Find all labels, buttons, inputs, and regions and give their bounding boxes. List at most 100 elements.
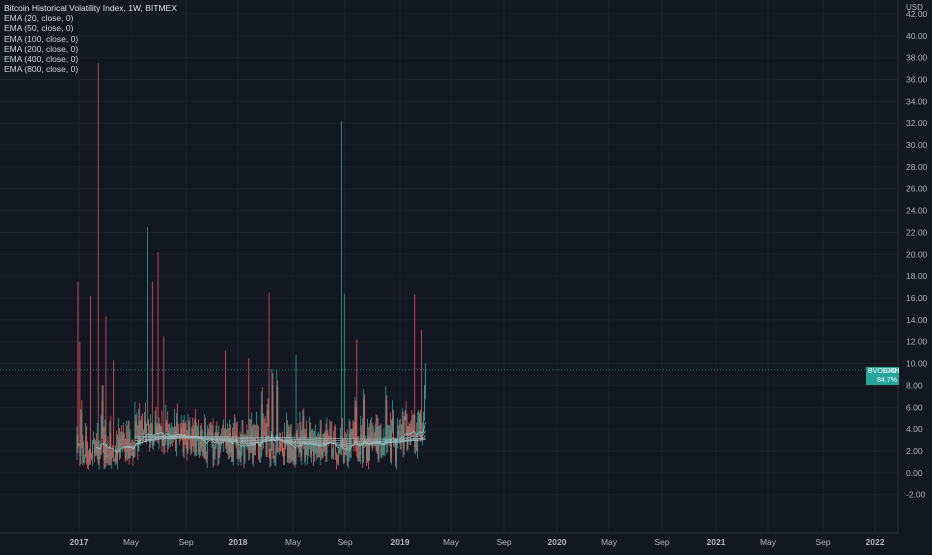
candle-body [241, 437, 243, 451]
candle-body [336, 454, 338, 461]
candle-body [383, 446, 385, 452]
candle-body [128, 438, 130, 459]
candle-body [135, 421, 137, 430]
indicator-ema-50[interactable]: EMA (50, close, 0) [4, 23, 74, 34]
candle-body [187, 431, 189, 451]
candle-body [127, 438, 129, 453]
candle-body [207, 432, 209, 435]
candle-body [231, 440, 233, 462]
candle-body [311, 446, 312, 455]
y-tick-label: 22.00 [906, 227, 928, 237]
candle-body [181, 427, 183, 436]
candle-body [424, 369, 426, 390]
candle-body [320, 431, 322, 452]
candle-body [167, 429, 169, 447]
candle-body [165, 422, 167, 444]
candle-body [205, 458, 207, 460]
candle-body [266, 410, 268, 456]
candle-body [229, 433, 231, 453]
candle-body [107, 454, 109, 457]
candle-body [296, 432, 298, 439]
candle-body [222, 441, 224, 443]
candle-body [197, 430, 199, 432]
candle-body [132, 450, 134, 458]
y-tick-label: 40.00 [906, 31, 928, 41]
last-price-change: 84.7% [877, 377, 897, 384]
candle-body [386, 399, 388, 446]
candle-body [209, 432, 211, 434]
candle-body [203, 431, 205, 454]
candle-body [88, 461, 90, 463]
candle-body [182, 435, 184, 453]
candle-body [388, 437, 390, 439]
candle-body [257, 438, 259, 458]
candle-body [354, 407, 356, 442]
candle-body [389, 430, 391, 438]
indicator-ema-800[interactable]: EMA (800, close, 0) [4, 64, 79, 75]
candle-body [333, 440, 335, 451]
candle-body [85, 436, 87, 457]
candle-body [200, 432, 201, 448]
candle-body [246, 435, 248, 447]
candle-body [409, 428, 411, 437]
candle-body [390, 430, 392, 459]
candle-body [194, 420, 196, 447]
candle-body [381, 454, 383, 456]
candle-body [220, 437, 222, 451]
indicator-ema-100[interactable]: EMA (100, close, 0) [4, 33, 79, 44]
indicator-ema-200[interactable]: EMA (200, close, 0) [4, 43, 79, 54]
candle-body [277, 386, 279, 449]
candle-body [87, 454, 89, 462]
candle-body [396, 431, 398, 440]
candle-body [259, 456, 261, 459]
candle-body [422, 420, 424, 432]
ema-800-line [134, 435, 426, 440]
candle-body [273, 451, 275, 458]
candle-body [212, 432, 214, 459]
candle-body [202, 442, 204, 454]
candle-body [120, 438, 122, 446]
candle-body [89, 448, 90, 463]
candle-body [382, 451, 384, 455]
candle-body [163, 433, 165, 446]
candle-body [92, 438, 94, 443]
candle-body [264, 430, 266, 435]
candle-body [199, 447, 201, 452]
x-tick-label: Sep [654, 537, 669, 547]
y-tick-label: 8.00 [906, 380, 923, 390]
candle-body [117, 448, 118, 461]
candle-body [412, 427, 414, 432]
x-tick-label: 2019 [391, 537, 410, 547]
x-tick-label: 2017 [70, 537, 89, 547]
candle-body [362, 435, 364, 462]
candle-body [101, 402, 103, 436]
candle-body [347, 455, 349, 462]
candle-body [90, 448, 91, 456]
candle-body [268, 417, 270, 451]
candle-body [423, 389, 425, 421]
candle-body [355, 407, 357, 448]
indicator-ema-400[interactable]: EMA (400, close, 0) [4, 54, 79, 65]
candle-body [366, 440, 367, 461]
x-axis: 2017 May Sep 2018 May Sep 2019 May Sep 2020 May Sep… [70, 537, 885, 547]
y-tick-label: 24.00 [906, 206, 928, 216]
candle-body [289, 433, 291, 458]
y-tick-label: 2.00 [906, 446, 923, 456]
indicator-ema-20[interactable]: EMA (20, close, 0) [4, 13, 74, 24]
candle-body [80, 413, 82, 457]
candle-body [98, 447, 100, 463]
candle-body [216, 431, 218, 436]
candle-body [191, 428, 193, 451]
candle-body [261, 404, 263, 441]
x-tick-label: 2022 [866, 537, 885, 547]
candle-body [393, 417, 394, 442]
candle-body [247, 446, 249, 448]
candle-body [352, 432, 354, 437]
candle-body [177, 429, 179, 436]
candle-body [86, 436, 88, 455]
candle-body [301, 440, 303, 457]
candle-body [106, 454, 108, 458]
candle-body [229, 433, 230, 452]
